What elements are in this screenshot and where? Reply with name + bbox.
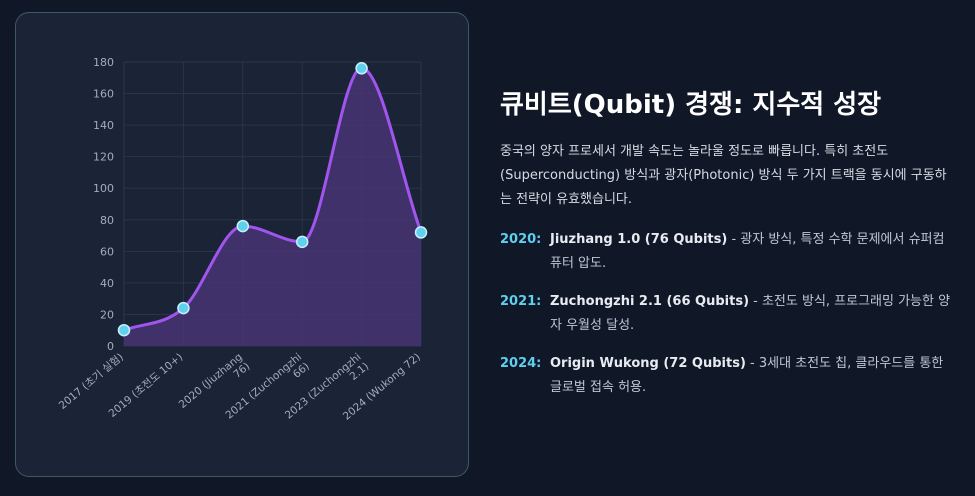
milestone-text: - 3세대 초전도 칩, 클라우드를 통한 글로벌 접속 허용. bbox=[550, 356, 944, 395]
milestone-text: - 초전도 방식, 프로그래밍 가능한 양자 우월성 달성. bbox=[550, 294, 951, 333]
y-tick-label: 0 bbox=[107, 340, 114, 353]
milestone-body: Zuchongzhi 2.1 (66 Qubits) - 초전도 방식, 프로그… bbox=[550, 290, 955, 338]
data-point bbox=[117, 323, 131, 337]
chart-card: 0 20 40 60 80 100 120 140 160 180 2017 (초기 실험) 2019… bbox=[15, 12, 469, 477]
panel-title: 큐비트(Qubit) 경쟁: 지수적 성장 bbox=[500, 90, 882, 120]
milestone-year: 2024: bbox=[500, 356, 542, 371]
y-tick-label: 180 bbox=[93, 56, 114, 69]
data-point bbox=[414, 226, 428, 239]
milestone-list: 2020: Jiuzhang 1.0 (76 Qubits) - 광자 방식, … bbox=[500, 228, 955, 400]
panel-description: 중국의 양자 프로세서 개발 속도는 놀라울 정도로 빠릅니다. 특히 초전도(… bbox=[500, 144, 947, 207]
info-panel: 큐비트(Qubit) 경쟁: 지수적 성장 중국의 양자 프로세서 개발 속도는… bbox=[500, 88, 955, 414]
milestone-item: 2020: Jiuzhang 1.0 (76 Qubits) - 광자 방식, … bbox=[500, 228, 955, 276]
milestone-text: - 광자 방식, 특정 수학 문제에서 슈퍼컴퓨터 압도. bbox=[550, 232, 945, 271]
y-tick-label: 60 bbox=[100, 245, 114, 258]
y-tick-label: 100 bbox=[93, 182, 114, 195]
milestone-name: Jiuzhang 1.0 (76 Qubits) bbox=[550, 232, 728, 247]
series-area bbox=[124, 68, 421, 346]
y-tick-label: 140 bbox=[93, 119, 114, 132]
milestone-name: Zuchongzhi 2.1 (66 Qubits) bbox=[550, 294, 750, 309]
data-point bbox=[355, 62, 368, 75]
data-point bbox=[236, 219, 250, 233]
milestone-name: Origin Wukong (72 Qubits) bbox=[550, 356, 746, 371]
milestone-body: Jiuzhang 1.0 (76 Qubits) - 광자 방식, 특정 수학 … bbox=[550, 228, 955, 276]
milestone-year: 2021: bbox=[500, 294, 542, 309]
y-tick-label: 20 bbox=[100, 308, 114, 321]
milestone-item: 2024: Origin Wukong (72 Qubits) - 3세대 초전… bbox=[500, 352, 955, 400]
milestone-item: 2021: Zuchongzhi 2.1 (66 Qubits) - 초전도 방… bbox=[500, 290, 955, 338]
milestone-year: 2020: bbox=[500, 232, 542, 247]
y-tick-label: 160 bbox=[93, 88, 114, 101]
data-point bbox=[295, 235, 309, 249]
milestone-body: Origin Wukong (72 Qubits) - 3세대 초전도 칩, 클… bbox=[550, 352, 955, 400]
y-tick-label: 120 bbox=[93, 151, 114, 164]
y-tick-label: 80 bbox=[100, 214, 114, 227]
data-point bbox=[177, 301, 190, 315]
y-tick-label: 40 bbox=[100, 277, 114, 290]
